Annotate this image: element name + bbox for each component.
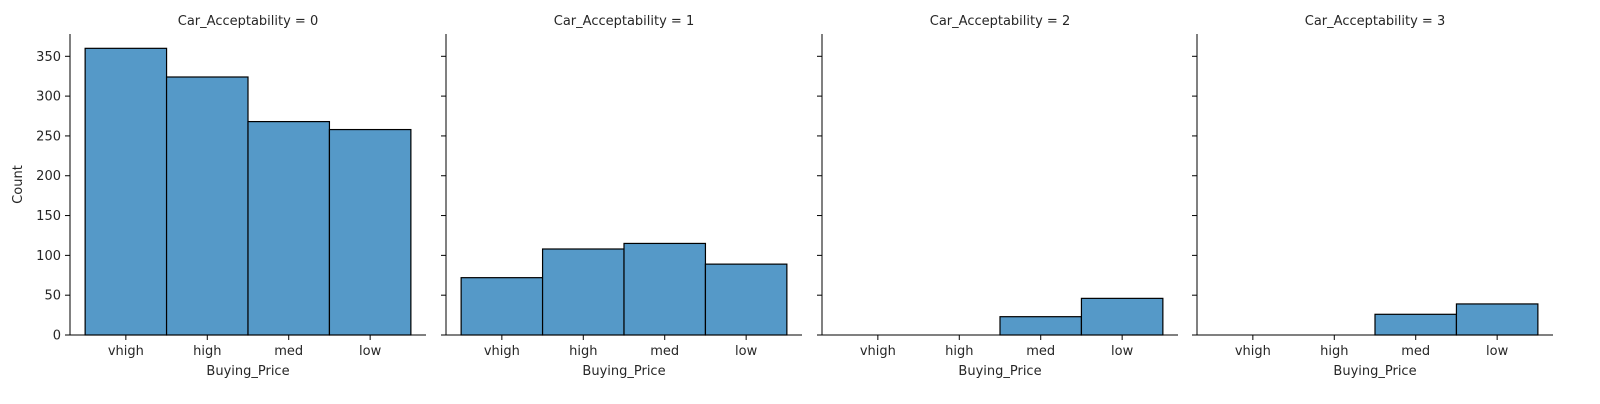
x-tick-label: low [735,344,758,359]
y-tick-label: 300 [36,90,61,105]
bar [1080,297,1164,336]
facet-title: Car_Acceptability = 3 [1305,14,1445,29]
x-tick-label: vhigh [108,344,144,359]
x-tick-label: vhigh [1235,344,1271,359]
y-tick-label: 0 [53,329,61,344]
bar [623,242,707,336]
bar [541,248,625,336]
y-tick-label: 100 [36,249,61,264]
bar [328,128,412,336]
x-tick-label: low [359,344,382,359]
x-axis-label: Buying_Price [206,364,289,379]
bar [247,120,331,336]
x-axis-label: Buying_Price [958,364,1041,379]
facet-title: Car_Acceptability = 2 [930,14,1070,29]
x-tick-label: med [274,344,303,359]
y-axis-label: Count [11,165,26,204]
x-tick-label: low [1486,344,1509,359]
x-tick-label: high [945,344,973,359]
x-tick-label: med [1401,344,1430,359]
y-tick-label: 150 [36,209,61,224]
x-axis-label: Buying_Price [1333,364,1416,379]
facet-title: Car_Acceptability = 1 [554,14,694,29]
x-tick-label: high [1320,344,1348,359]
y-tick-label: 50 [44,289,61,304]
x-tick-label: high [193,344,221,359]
x-tick-label: high [569,344,597,359]
x-tick-label: vhigh [484,344,520,359]
facet-title: Car_Acceptability = 0 [178,14,318,29]
x-tick-label: low [1111,344,1134,359]
y-tick-label: 350 [36,50,61,65]
bar [460,277,544,336]
bar [165,76,249,336]
y-tick-label: 200 [36,169,61,184]
x-tick-label: med [1026,344,1055,359]
bar [1455,303,1539,336]
bar [84,47,168,336]
x-axis-label: Buying_Price [582,364,665,379]
x-tick-label: vhigh [860,344,896,359]
bar [704,263,788,336]
bar [1374,313,1458,336]
y-tick-label: 250 [36,129,61,144]
bar [999,316,1083,336]
x-tick-label: med [650,344,679,359]
